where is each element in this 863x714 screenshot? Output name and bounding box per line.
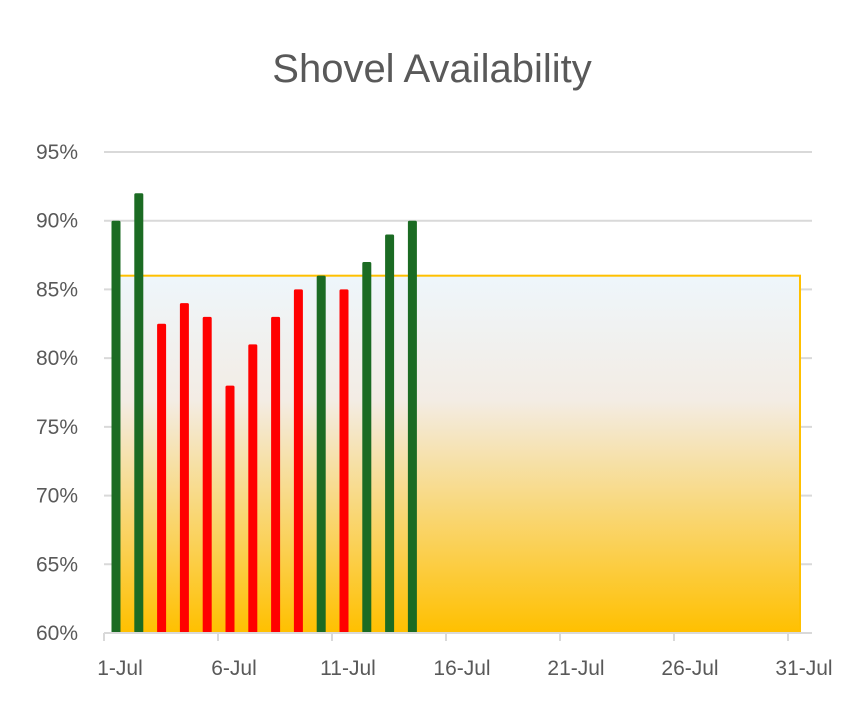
x-tick-label: 21-Jul [547,657,604,680]
bar-5-Jul [202,316,212,633]
y-tick-label: 60% [36,622,78,645]
x-tick-label: 6-Jul [211,657,257,680]
bar-3-Jul [157,323,167,633]
y-tick-label: 85% [36,278,78,301]
bar-11-Jul [339,289,349,633]
bar-8-Jul [271,316,281,633]
bar-2-Jul [134,193,144,633]
x-tick-label: 16-Jul [433,657,490,680]
target-area [115,274,801,634]
bar-12-Jul [362,261,372,633]
bar-7-Jul [248,344,258,633]
y-tick-label: 90% [36,210,78,233]
x-tick-label: 26-Jul [661,657,718,680]
y-tick-label: 80% [36,347,78,370]
bar-10-Jul [316,275,326,633]
bar-1-Jul [111,220,121,633]
bar-6-Jul [225,385,235,633]
bar-13-Jul [385,234,395,633]
x-tick-label: 11-Jul [320,657,376,680]
bar-9-Jul [293,289,303,633]
y-tick-label: 75% [36,416,78,439]
x-tick-label: 31-Jul [775,657,832,680]
bar-4-Jul [179,303,189,633]
chart-title: Shovel Availability [272,47,591,91]
x-tick-label: 1-Jul [97,657,143,680]
bar-14-Jul [407,220,417,633]
y-tick-label: 65% [36,553,78,576]
y-tick-label: 95% [36,141,78,164]
y-tick-label: 70% [36,485,78,508]
